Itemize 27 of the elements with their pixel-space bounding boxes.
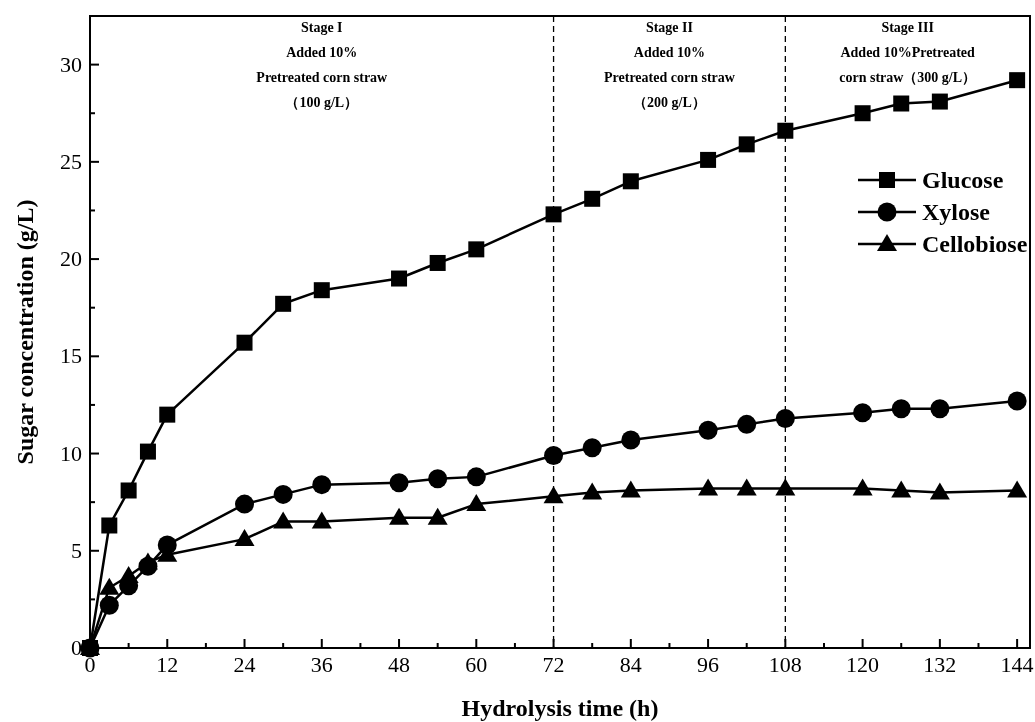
x-tick-label: 120 — [846, 652, 880, 677]
y-tick-label: 20 — [60, 246, 82, 272]
x-tick-label: 132 — [923, 652, 957, 677]
x-tick-label: 144 — [1000, 652, 1034, 677]
y-tick-label: 25 — [60, 148, 82, 174]
legend-label: Xylose — [922, 199, 991, 225]
x-tick-label: 84 — [619, 652, 642, 677]
y-axis-title: Sugar concentration (g/L) — [12, 199, 38, 465]
x-tick-label: 72 — [542, 652, 565, 677]
annotation: Stage II Added 10% Pretreated corn straw （200 g/L） — [604, 20, 736, 110]
x-tick-label: 60 — [465, 652, 488, 677]
legend-label: Cellobiose — [922, 231, 1028, 257]
y-tick-label: 30 — [60, 51, 82, 77]
x-tick-label: 12 — [156, 652, 179, 677]
x-tick-label: 36 — [310, 652, 333, 677]
x-tick-label: 96 — [697, 652, 720, 677]
y-tick-label: 0 — [71, 635, 82, 660]
y-tick-label: 15 — [60, 343, 82, 369]
legend-label: Glucose — [922, 167, 1004, 193]
x-axis-title: Hydrolysis time (h) — [461, 695, 659, 721]
x-tick-label: 108 — [768, 652, 802, 677]
x-tick-label: 24 — [233, 652, 256, 677]
annotation: Stage III Added 10%Pretreated corn straw（300 g/L） — [839, 20, 977, 85]
x-tick-label: 48 — [388, 652, 411, 677]
y-tick-label: 10 — [60, 440, 82, 466]
annotation: Stage I Added 10% Pretreated corn straw （100 g/L） — [256, 20, 389, 110]
y-tick-label: 5 — [71, 537, 82, 563]
